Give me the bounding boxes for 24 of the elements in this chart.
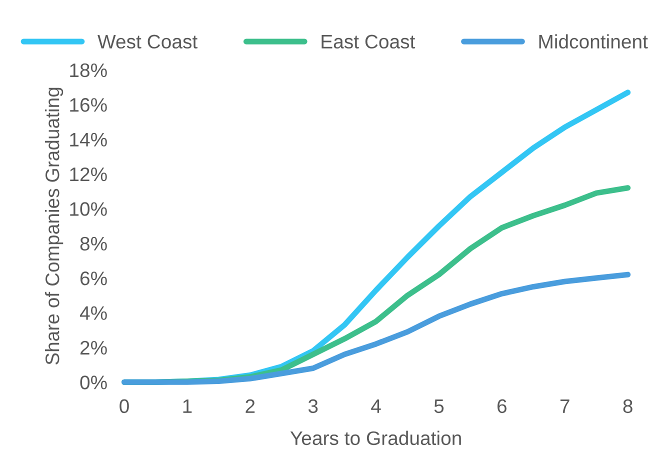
- y-tick-label: 12%: [70, 167, 107, 182]
- legend-label: West Coast: [98, 34, 198, 49]
- y-tick-label: 10%: [70, 202, 107, 216]
- y-tick-label: 14%: [70, 132, 107, 146]
- y-tick-label: 16%: [70, 98, 107, 112]
- x-axis-title: Years to Graduation: [290, 430, 461, 446]
- y-axis-title: Share of Companies Graduating: [44, 88, 64, 365]
- y-tick-label: 4%: [80, 306, 107, 320]
- y-tick-label: 6%: [80, 272, 107, 286]
- y-tick-label: 8%: [80, 236, 107, 251]
- x-tick-label: 2: [246, 399, 255, 413]
- x-tick-label: 1: [183, 400, 192, 413]
- x-tick-label: 0: [120, 399, 129, 414]
- x-tick-label: 8: [623, 399, 632, 414]
- legend-label: Midcontinent: [539, 34, 648, 49]
- y-tick-label: 2%: [80, 340, 107, 355]
- y-tick-label: 18%: [70, 63, 107, 78]
- y-tick-label: 0%: [80, 376, 107, 390]
- x-tick-label: 5: [434, 400, 444, 414]
- x-tick-label: 6: [498, 399, 506, 414]
- x-tick-label: 3: [308, 399, 318, 414]
- x-tick-label: 7: [560, 400, 570, 413]
- x-tick-label: 4: [371, 400, 381, 413]
- legend-label: East Coast: [322, 34, 416, 49]
